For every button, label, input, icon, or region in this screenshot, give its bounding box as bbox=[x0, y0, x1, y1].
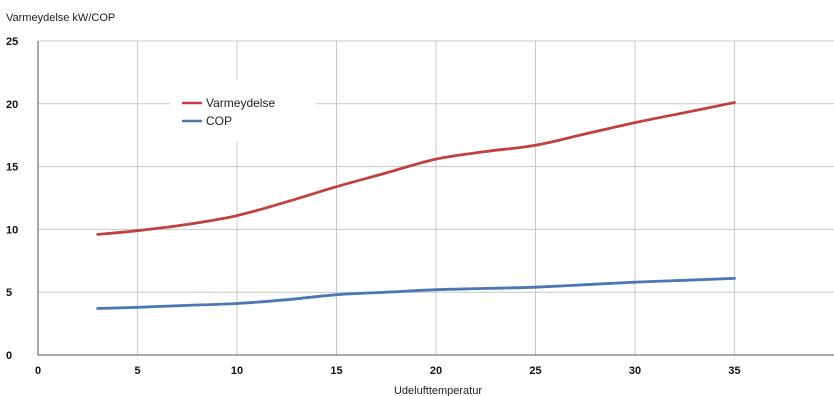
x-tick-label-0: 0 bbox=[35, 365, 41, 377]
ticks: 0 5 10 15 20 25 0 5 10 15 20 25 30 35 bbox=[6, 36, 741, 377]
x-tick-label-10: 10 bbox=[231, 365, 243, 377]
y-tick-label-0: 0 bbox=[6, 350, 12, 362]
y-tick-label-5: 5 bbox=[6, 287, 12, 299]
y-axis-label: Varmeydelse kW/COP bbox=[6, 12, 115, 24]
x-tick-label-15: 15 bbox=[330, 365, 342, 377]
x-axis-label: Udelufttemperatur bbox=[394, 385, 482, 396]
y-tick-label-10: 10 bbox=[6, 224, 18, 236]
x-tick-label-30: 30 bbox=[629, 365, 641, 377]
x-tick-label-35: 35 bbox=[728, 365, 740, 377]
series-lines bbox=[96, 101, 736, 310]
y-tick-label-20: 20 bbox=[6, 99, 18, 111]
axes bbox=[37, 41, 834, 356]
x-tick-label-20: 20 bbox=[430, 365, 442, 377]
series-line-cop bbox=[96, 277, 736, 310]
x-tick-label-5: 5 bbox=[134, 365, 140, 377]
legend-label-varmeydelse: Varmeydelse bbox=[206, 96, 275, 110]
y-tick-label-25: 25 bbox=[6, 36, 18, 48]
legend-background bbox=[170, 80, 316, 142]
legend: Varmeydelse COP bbox=[170, 80, 316, 142]
legend-label-cop: COP bbox=[206, 114, 232, 128]
y-tick-label-15: 15 bbox=[6, 162, 18, 174]
series-line-varmeydelse bbox=[96, 101, 736, 236]
x-tick-label-25: 25 bbox=[529, 365, 541, 377]
